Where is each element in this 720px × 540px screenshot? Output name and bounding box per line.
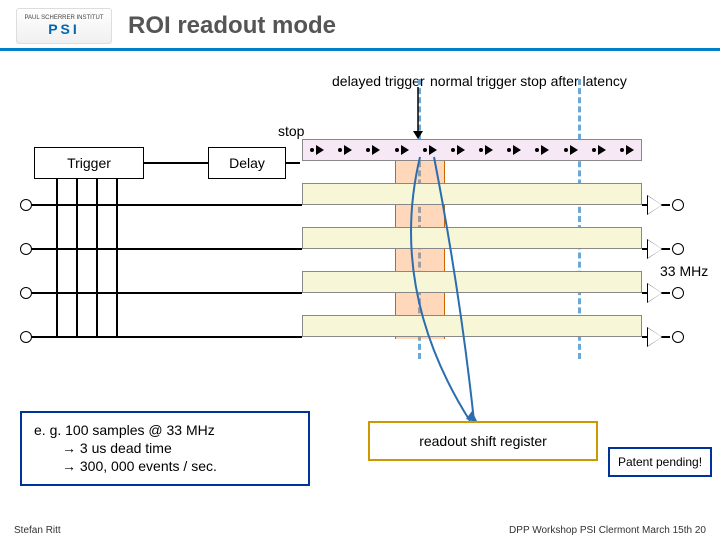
psi-logo: PAUL SCHERRER INSTITUT PSI [16, 8, 112, 44]
input-port-2 [20, 243, 32, 255]
output-port-2 [672, 243, 684, 255]
input-port-1 [20, 199, 32, 211]
domino-cell [557, 140, 585, 160]
dead-time-line2: → 3 us dead time [34, 439, 296, 457]
readout-note: readout shift register [368, 421, 598, 461]
domino-cells [303, 140, 641, 160]
dead-time-note: e. g. 100 samples @ 33 MHz → 3 us dead t… [20, 411, 310, 486]
input-port-4 [20, 331, 32, 343]
annot-normal-stop: normal trigger stop after latency [430, 73, 627, 89]
wire-ch4 [32, 336, 302, 338]
domino-cell [500, 140, 528, 160]
wire-comb-v4 [116, 179, 118, 337]
domino-cell [303, 140, 331, 160]
domino-cell [444, 140, 472, 160]
domino-cell [528, 140, 556, 160]
domino-lane [302, 139, 642, 161]
annot-stop: stop [278, 123, 304, 139]
wire-ch2 [32, 248, 302, 250]
amp-out-3 [648, 284, 662, 302]
amp-out-2 [648, 240, 662, 258]
amp-out-1 [648, 196, 662, 214]
wire-ch1 [32, 204, 302, 206]
domino-cell [388, 140, 416, 160]
wire-trigger-delay [144, 162, 208, 164]
shift-lane-2 [302, 227, 642, 249]
wire-comb-v2 [76, 179, 78, 337]
domino-cell [472, 140, 500, 160]
domino-cell [416, 140, 444, 160]
patent-note: Patent pending! [608, 447, 712, 477]
domino-cell [585, 140, 613, 160]
stop-arrow-icon [410, 87, 426, 141]
delay-block: Delay [208, 147, 286, 179]
logo-main-text: PSI [48, 21, 80, 37]
wire-delay-lane [286, 162, 300, 164]
diagram-area: delayed trigger normal trigger stop afte… [0, 51, 720, 491]
shift-lane-1 [302, 183, 642, 205]
mhz-label: 33 MHz [660, 263, 708, 279]
wire-comb-v1 [56, 179, 58, 337]
footer-right: DPP Workshop PSI Clermont March 15th 20 [509, 525, 706, 536]
output-port-1 [672, 199, 684, 211]
output-port-4 [672, 331, 684, 343]
trigger-block: Trigger [34, 147, 144, 179]
input-port-3 [20, 287, 32, 299]
header: PAUL SCHERRER INSTITUT PSI ROI readout m… [0, 0, 720, 48]
dead-time-line1: e. g. 100 samples @ 33 MHz [34, 421, 296, 439]
output-port-3 [672, 287, 684, 299]
amp-out-4 [648, 328, 662, 346]
domino-cell [613, 140, 641, 160]
lane-container [302, 139, 642, 359]
wire-ch3 [32, 292, 302, 294]
page-title: ROI readout mode [128, 12, 336, 40]
domino-cell [331, 140, 359, 160]
shift-lane-3 [302, 271, 642, 293]
domino-cell [359, 140, 387, 160]
wire-comb-v3 [96, 179, 98, 337]
footer: Stefan Ritt DPP Workshop PSI Clermont Ma… [0, 525, 720, 536]
dead-time-line3: → 300, 000 events / sec. [34, 457, 296, 475]
shift-lane-4 [302, 315, 642, 337]
footer-left: Stefan Ritt [14, 525, 61, 536]
